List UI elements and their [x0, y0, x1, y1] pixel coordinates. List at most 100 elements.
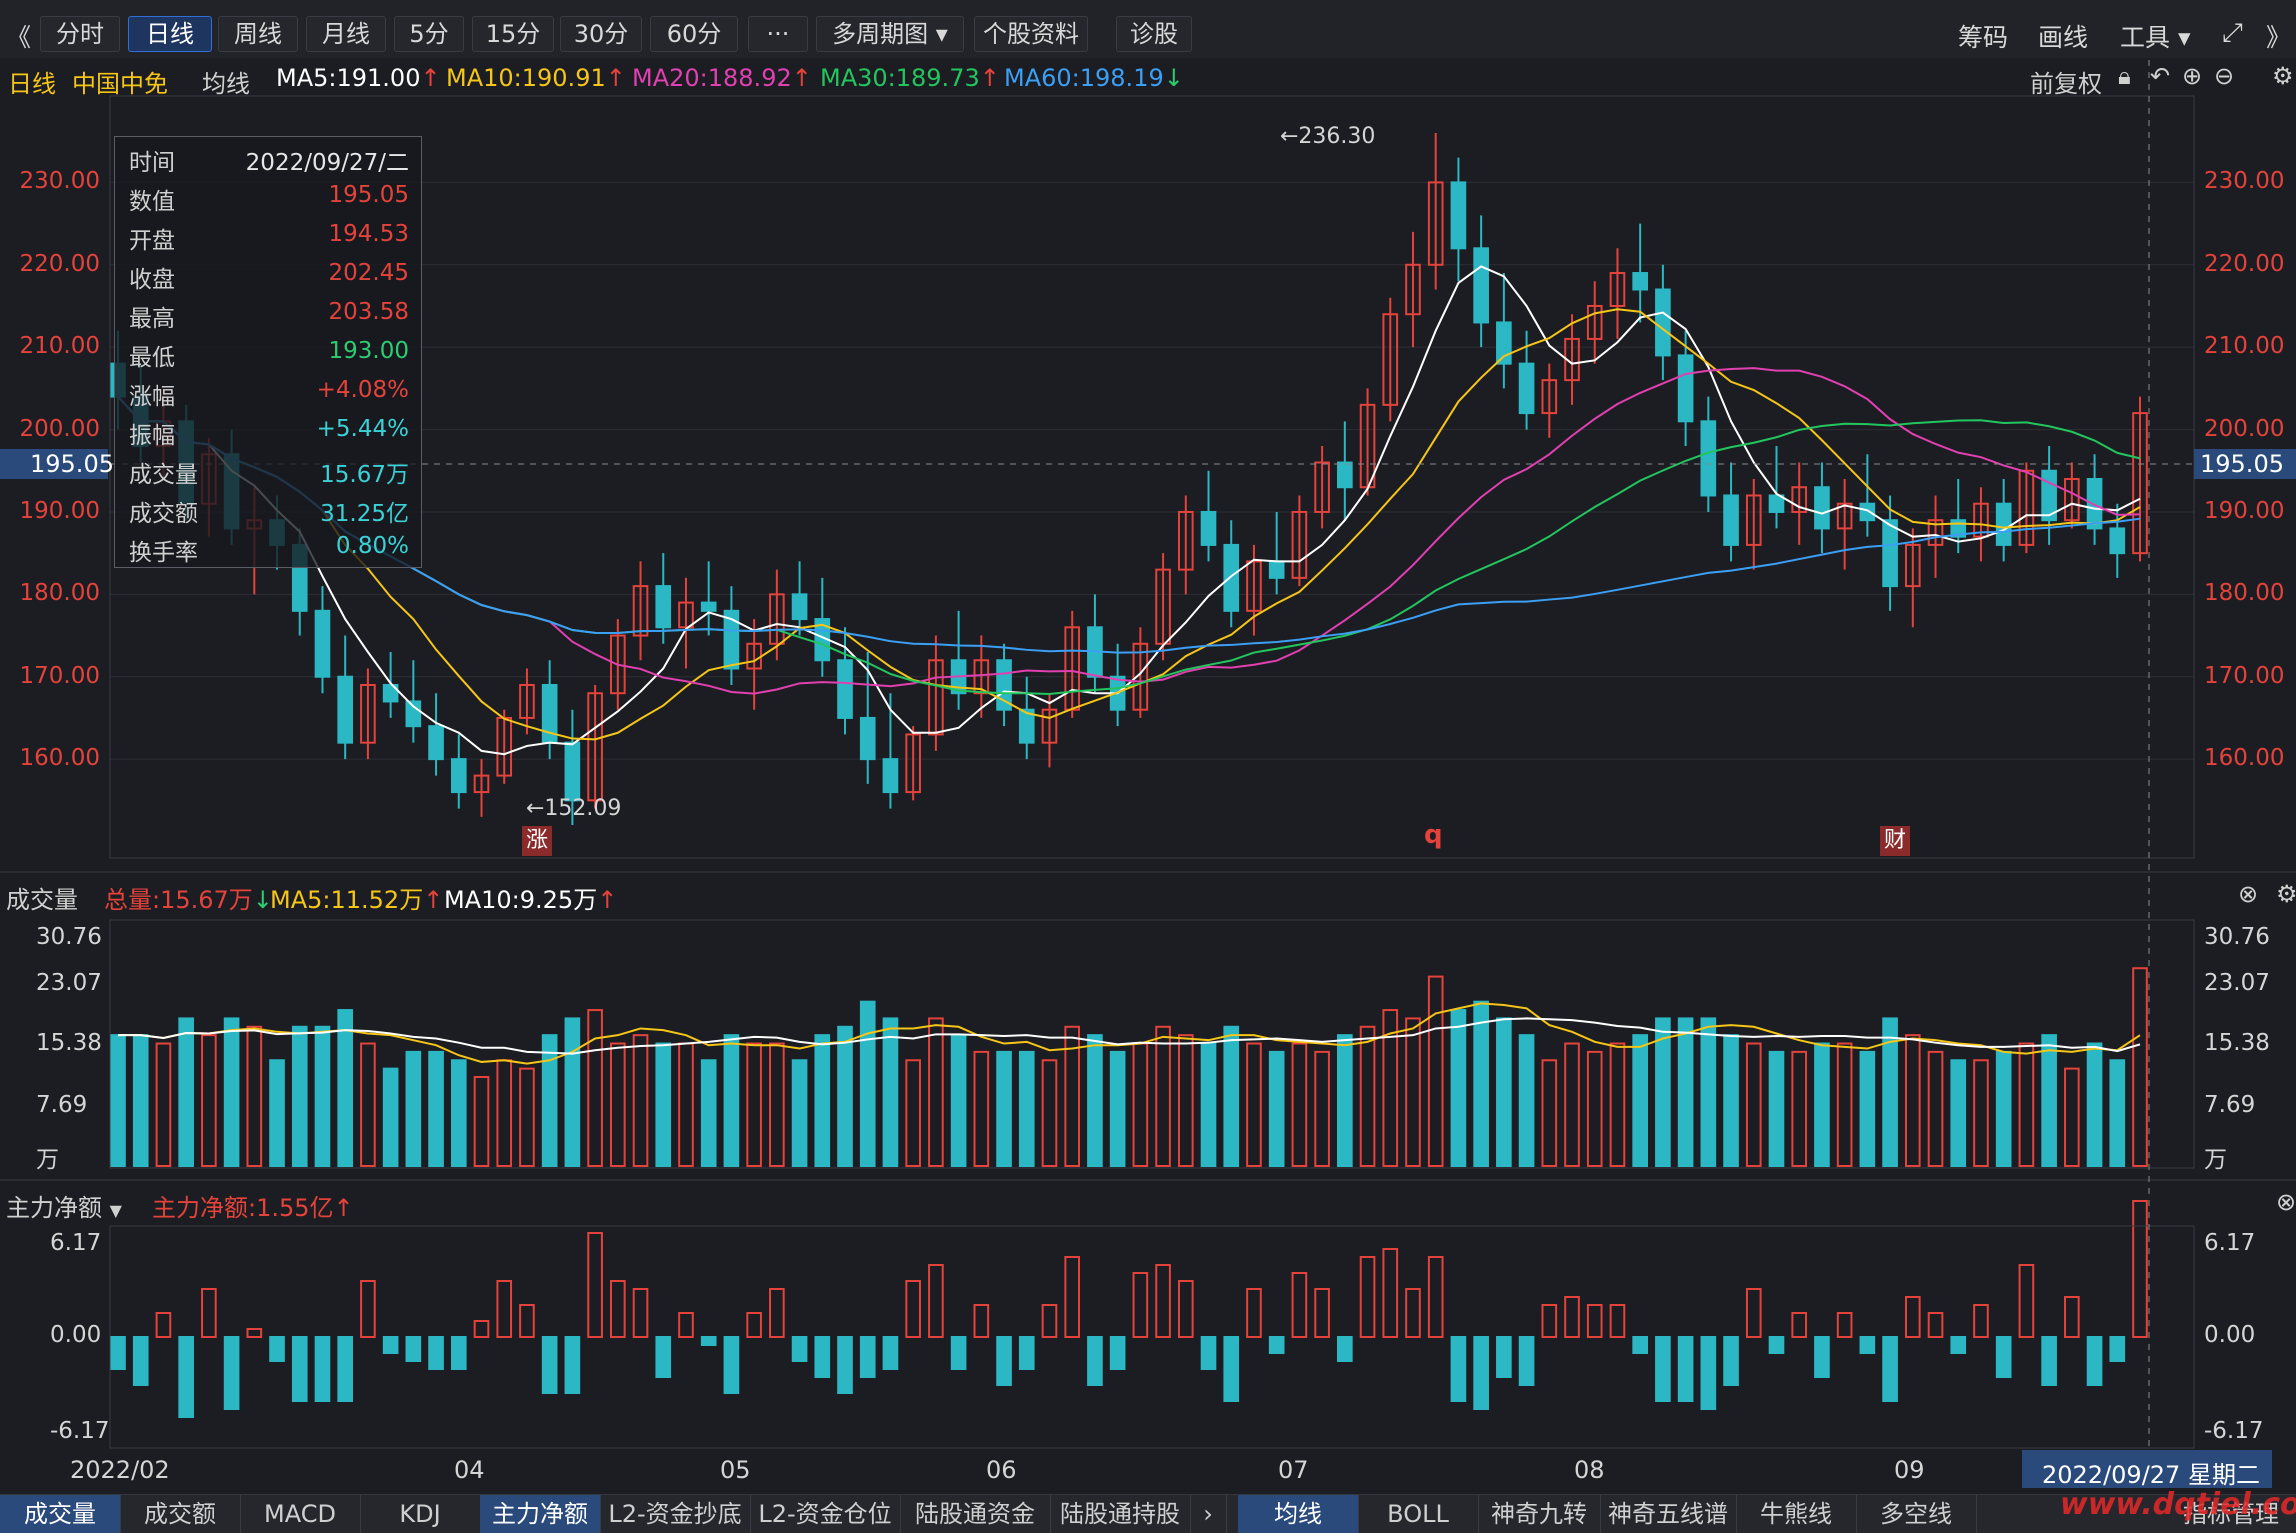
capital-bar	[1155, 1264, 1171, 1338]
overlay-tab-3[interactable]: 神奇五线谱	[1600, 1495, 1737, 1533]
overlay-tab-1[interactable]: BOLL	[1358, 1495, 1479, 1533]
period-tab-5[interactable]: 15分	[472, 16, 554, 52]
indicator-manage-label: 指标管理	[2183, 1500, 2279, 1528]
zoom-in-icon[interactable]: ⊕	[2182, 62, 2203, 90]
limit-up-badge[interactable]: 涨	[522, 826, 552, 856]
volume-bar	[1791, 1050, 1808, 1167]
period-tab-2[interactable]: 周线	[218, 16, 298, 52]
next-button[interactable]: 》	[2266, 23, 2292, 52]
period-tab-1[interactable]: 日线	[128, 16, 212, 52]
capital-bar	[1814, 1336, 1830, 1378]
close-volume-icon[interactable]: ⊗	[2238, 880, 2259, 908]
chevron-down-icon: ▼	[109, 1201, 122, 1220]
lock-icon[interactable]: 🔒︎	[2118, 62, 2131, 90]
ma5-text: MA5:191.00	[276, 64, 421, 92]
tooltip-value: 195.05	[328, 182, 409, 208]
period-tab-4[interactable]: 5分	[394, 16, 464, 52]
undo-icon[interactable]: ↶	[2150, 62, 2171, 90]
expand-icon[interactable]: ⤢	[2222, 18, 2243, 48]
volume-bar	[746, 1042, 762, 1167]
zoom-out-icon[interactable]: ⊖	[2214, 62, 2235, 90]
diagnose-button[interactable]: 诊股	[1116, 16, 1192, 52]
overlay-tab-2[interactable]: 神奇九转	[1478, 1495, 1601, 1533]
capital-tick-left: -6.17	[50, 1418, 110, 1444]
capital-bar	[1200, 1336, 1217, 1370]
tools-dropdown[interactable]: 工具 ▾	[2120, 23, 2191, 52]
chip-button[interactable]: 筹码	[1958, 23, 2009, 52]
volume-bar	[1291, 1042, 1308, 1167]
volume-bar	[1087, 1034, 1103, 1168]
indicator-tab-5[interactable]: L2-资金抄底	[600, 1495, 751, 1533]
indicator-tab-6[interactable]: L2-资金仓位	[750, 1495, 901, 1533]
volume-title[interactable]: 成交量	[6, 886, 78, 914]
capital-bar	[1291, 1272, 1308, 1338]
up-arrow-icon: ↑	[423, 886, 444, 914]
period-tab-0[interactable]: 分时	[40, 16, 120, 52]
finance-badge[interactable]: 财	[1880, 826, 1910, 856]
capital-title[interactable]: 主力净额 ▼	[6, 1188, 122, 1223]
volume-bar	[723, 1034, 740, 1168]
indicator-tab-4[interactable]: 主力净额	[480, 1495, 601, 1533]
candle-body	[1473, 247, 1489, 324]
candle-body	[1041, 708, 1058, 744]
candle-body	[1200, 510, 1217, 546]
candle-body	[1518, 362, 1535, 415]
candle-body	[428, 725, 444, 761]
indicator-tab-2[interactable]: MACD	[240, 1495, 361, 1533]
q-marker[interactable]: q	[1424, 820, 1443, 850]
capital-bar	[178, 1336, 194, 1418]
settings-gear-icon[interactable]: ⚙	[2276, 880, 2296, 908]
draw-line-button[interactable]: 画线	[2038, 23, 2089, 52]
overlay-tab-5[interactable]: 多空线	[1856, 1495, 1977, 1533]
volume-bar	[1700, 1017, 1717, 1167]
settings-gear-icon[interactable]: ⚙	[2272, 62, 2294, 90]
multi-period-dropdown[interactable]: 多周期图 ▾	[816, 16, 964, 52]
capital-bar	[1700, 1336, 1717, 1410]
volume-bar	[1155, 1025, 1171, 1167]
tooltip-row: 成交量 15.67万	[115, 455, 421, 494]
candle-body	[1564, 337, 1580, 382]
capital-bar	[1223, 1336, 1240, 1402]
indicator-tab-3[interactable]: KDJ	[360, 1495, 481, 1533]
candle-body	[1586, 304, 1603, 340]
capital-bar	[110, 1336, 126, 1370]
volume-tick-right: 23.07	[2204, 970, 2270, 996]
overlay-tab-0[interactable]: 均线	[1238, 1495, 1359, 1533]
multi-period-label: 多周期图	[832, 20, 929, 48]
tab-scroll-right-icon[interactable]: ›	[1190, 1495, 1227, 1533]
stock-name[interactable]: 中国中免	[72, 70, 168, 98]
period-tab-7[interactable]: 60分	[650, 16, 738, 52]
adjust-button[interactable]: 前复权	[2030, 70, 2102, 98]
indicator-tab-0[interactable]: 成交量	[0, 1495, 121, 1533]
close-capital-icon[interactable]: ⊗	[2276, 1188, 2296, 1216]
more-button[interactable]: ···	[748, 16, 808, 52]
candle-body	[2132, 412, 2148, 555]
indicator-tab-1[interactable]: 成交额	[120, 1495, 241, 1533]
period-tab-6[interactable]: 30分	[560, 16, 642, 52]
volume-bar	[246, 1025, 263, 1167]
indicator-manage-button[interactable]: 指标管理	[2166, 1495, 2296, 1533]
tooltip-key: 数值	[129, 189, 175, 215]
overlay-tab-4[interactable]: 牛熊线	[1736, 1495, 1857, 1533]
capital-bar	[1041, 1304, 1058, 1338]
volume-bar	[1223, 1025, 1240, 1167]
volume-bar	[519, 1067, 535, 1168]
down-arrow-icon: ↓	[252, 886, 273, 914]
candle-body	[928, 659, 944, 736]
volume-bar	[1927, 1050, 1944, 1167]
volume-bar	[587, 1009, 603, 1167]
stock-profile-button[interactable]: 个股资料	[974, 16, 1088, 52]
back-button[interactable]: 《	[6, 23, 32, 52]
volume-bar	[678, 1042, 694, 1167]
capital-bar	[1518, 1336, 1535, 1386]
volume-ma5: MA5:11.52万↑	[270, 880, 443, 915]
indicator-tab-8[interactable]: 陆股通持股	[1050, 1495, 1191, 1533]
candle-body	[1018, 708, 1035, 744]
up-arrow-icon: ↑	[791, 64, 812, 92]
volume-bar	[1405, 1017, 1421, 1167]
cursor-date-box: 2022/09/27 星期二	[2022, 1450, 2272, 1489]
ma-label[interactable]: 均线	[202, 70, 250, 98]
indicator-tab-7[interactable]: 陆股通资金	[900, 1495, 1051, 1533]
period-tab-3[interactable]: 月线	[306, 16, 386, 52]
tooltip-row: 最高 203.58	[115, 299, 421, 338]
